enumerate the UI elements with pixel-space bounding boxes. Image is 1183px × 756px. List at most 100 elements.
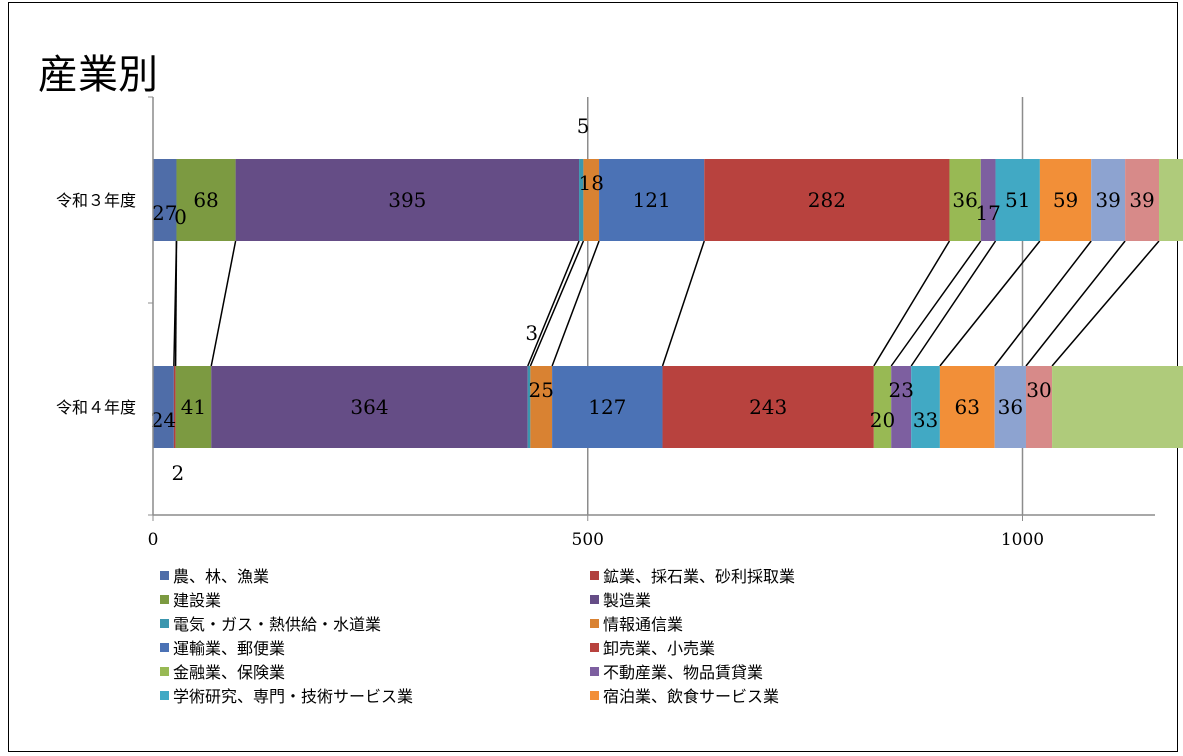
bar-segment <box>980 159 996 241</box>
series-line <box>551 240 600 367</box>
bar-segment <box>173 366 176 448</box>
data-label: 24 <box>151 408 176 432</box>
data-label: 364 <box>350 395 388 419</box>
data-label: 18 <box>579 171 604 195</box>
legend-item: 不動産業、物品賃貸業 <box>590 660 1000 682</box>
legend-swatch <box>590 618 599 628</box>
x-tick-label: 1000 <box>1001 530 1044 550</box>
series-line <box>890 240 982 367</box>
bar-segment <box>704 159 950 241</box>
legend-label: 宿泊業、飲食サービス業 <box>603 687 780 706</box>
legend-item: 電気・ガス・熱供給・水道業 <box>160 612 590 634</box>
chart-title: 産業別 <box>38 52 158 98</box>
axis-layer: 0500100015002000令和３年度令和４年度 <box>56 96 1155 550</box>
bar-segment <box>873 366 892 448</box>
data-label: 23 <box>888 378 913 402</box>
data-label: 395 <box>388 188 426 212</box>
data-label: 3 <box>525 321 538 345</box>
bar-segment <box>1125 159 1160 241</box>
label-layer: 2706839551812128236175159393958816255116… <box>151 114 1155 485</box>
data-label: 39 <box>1095 188 1120 212</box>
legend-item: 運輸業、郵便業 <box>160 636 590 658</box>
legend-item: 情報通信業 <box>590 612 1000 634</box>
series-line <box>873 240 951 367</box>
series-line <box>529 240 585 367</box>
bar-segment <box>1091 159 1126 241</box>
legend-label: 鉱業、採石業、砂利採取業 <box>603 567 796 586</box>
bar-segment <box>891 366 912 448</box>
data-label: 243 <box>749 395 787 419</box>
legend-item: 農、林、漁業 <box>160 564 590 586</box>
bar-segment <box>939 366 995 448</box>
bar-segment <box>1159 159 1183 241</box>
legend: 農、林、漁業 鉱業、採石業、砂利採取業建設業 製造業電気・ガス・熱供給・水道業 情報通… <box>160 564 1000 706</box>
legend-label: 電気・ガス・熱供給・水道業 <box>173 615 382 634</box>
category-label: 令和３年度 <box>56 191 136 210</box>
legend-label: 建設業 <box>173 591 222 610</box>
legend-item: 建設業 <box>160 588 590 610</box>
data-label: 27 <box>152 201 177 225</box>
bar-segment <box>176 159 236 241</box>
data-label: 20 <box>870 408 895 432</box>
bar-segment <box>211 366 528 448</box>
legend-swatch <box>160 594 169 604</box>
data-label: 2 <box>172 461 185 485</box>
legend-label: 農、林、漁業 <box>173 567 270 586</box>
data-label: 0 <box>174 205 187 229</box>
x-tick-label: 500 <box>572 530 604 550</box>
series-line <box>661 240 705 367</box>
legend-label: 製造業 <box>603 591 652 610</box>
connector-layer <box>173 240 1160 367</box>
data-label: 41 <box>181 395 206 419</box>
bar-segment <box>527 366 531 448</box>
legend-swatch <box>160 618 169 628</box>
bar-segment <box>153 366 174 448</box>
bar-segment <box>1052 366 1183 448</box>
data-label: 36 <box>998 395 1023 419</box>
data-label: 68 <box>193 188 218 212</box>
legend-label: 学術研究、専門・技術サービス業 <box>173 687 414 706</box>
series-line <box>910 240 997 367</box>
data-label: 127 <box>588 395 626 419</box>
legend-swatch <box>590 666 599 676</box>
data-label: 17 <box>975 201 1000 225</box>
series-line <box>1051 240 1160 367</box>
legend-swatch <box>590 570 599 580</box>
legend-item: 卸売業、小売業 <box>590 636 1000 658</box>
bar-segment <box>235 159 580 241</box>
series-line <box>210 240 237 367</box>
legend-swatch <box>590 642 599 652</box>
bar-segment <box>1025 366 1053 448</box>
bar-segment <box>579 159 584 241</box>
bar-segment <box>552 366 663 448</box>
legend-item: 製造業 <box>590 588 1000 610</box>
data-label: 282 <box>808 188 846 212</box>
bar-segment <box>911 366 940 448</box>
legend-label: 運輸業、郵便業 <box>173 639 286 658</box>
data-label: 39 <box>1129 188 1154 212</box>
bar-segment <box>949 159 981 241</box>
data-label: 59 <box>1053 188 1078 212</box>
bar-segment <box>994 366 1026 448</box>
bar-segment <box>662 366 874 448</box>
legend-swatch <box>590 690 599 700</box>
legend-label: 不動産業、物品賃貸業 <box>603 663 764 682</box>
bar-layer <box>153 159 1183 448</box>
legend-swatch <box>160 690 169 700</box>
data-label: 63 <box>955 395 980 419</box>
bar-segment <box>530 366 553 448</box>
bar-segment <box>175 366 212 448</box>
bar-segment <box>995 159 1040 241</box>
bar-segment <box>153 159 177 241</box>
series-line <box>174 240 178 367</box>
data-label: 25 <box>529 378 554 402</box>
data-label: 5 <box>577 114 590 138</box>
legend-item: 金融業、保険業 <box>160 660 590 682</box>
data-label: 30 <box>1026 378 1051 402</box>
legend-swatch <box>160 666 169 676</box>
series-line <box>527 240 580 367</box>
legend-item: 鉱業、採石業、砂利採取業 <box>590 564 1000 586</box>
bar-segment <box>583 159 600 241</box>
data-label: 51 <box>1005 188 1030 212</box>
